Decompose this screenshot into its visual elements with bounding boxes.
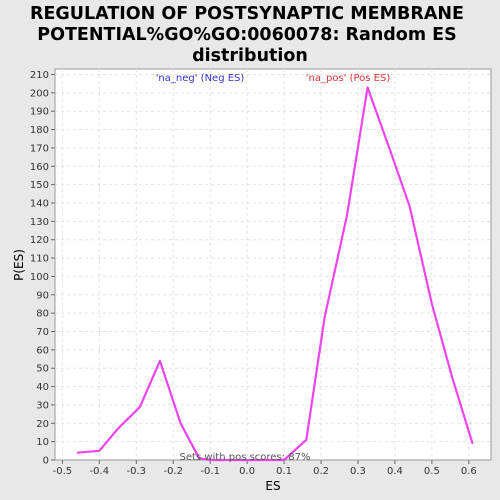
y-tick-label: 70 (36, 327, 49, 338)
y-tick-label: 130 (30, 217, 49, 228)
data-point (98, 450, 100, 452)
x-tick-label: 0.0 (239, 466, 255, 477)
y-tick-label: 140 (30, 199, 49, 210)
data-point (451, 376, 453, 378)
y-tick-label: 200 (30, 88, 49, 99)
chart-title-line-1: REGULATION OF POSTSYNAPTIC MEMBRANE (30, 4, 464, 24)
data-point (228, 459, 230, 461)
y-tick-label: 150 (30, 180, 49, 191)
x-tick-label: 0.6 (461, 466, 477, 477)
y-axis-label: P(ES) (12, 249, 26, 281)
data-point (283, 459, 285, 461)
legend-neg-es: 'na_neg' (Neg ES) (156, 73, 245, 84)
data-point (431, 303, 433, 305)
y-tick-label: 100 (30, 272, 49, 283)
y-tick-label: 170 (30, 143, 49, 154)
data-point (324, 316, 326, 318)
y-tick-label: 110 (30, 254, 49, 265)
y-tick-label: 10 (36, 437, 49, 448)
data-point (471, 442, 474, 445)
x-tick-label: -0.5 (53, 466, 73, 477)
x-tick-label: -0.3 (127, 466, 147, 477)
data-point (366, 86, 369, 88)
data-point (139, 406, 141, 408)
y-axis-ticks: 0 10 20 30 40 50 60 70 80 90 100 110 120 130 140 150 160… (30, 70, 55, 467)
x-tick-label: 0.3 (350, 466, 366, 477)
data-point (409, 206, 411, 208)
y-tick-label: 190 (30, 107, 49, 118)
grid-lines (55, 69, 491, 460)
chart-title-line-3: distribution (192, 46, 308, 66)
series-layer (76, 86, 474, 462)
data-point (346, 215, 348, 217)
y-tick-label: 210 (30, 70, 49, 81)
data-point (180, 422, 182, 424)
plot-area (54, 68, 492, 461)
pos-scores-annotation: Sets with pos scores: 87% (180, 452, 311, 463)
x-tick-label: -0.1 (200, 466, 220, 477)
data-point (305, 439, 307, 441)
data-point (390, 152, 392, 155)
y-tick-label: 80 (36, 309, 49, 320)
y-tick-label: 20 (36, 419, 49, 430)
x-tick-label: 0.2 (313, 466, 329, 477)
legend-pos-es: 'na_pos' (Pos ES) (306, 73, 391, 84)
y-tick-label: 40 (36, 382, 49, 393)
data-point (117, 428, 119, 430)
data-point (198, 457, 200, 459)
data-point (209, 459, 211, 461)
y-tick-label: 0 (43, 456, 49, 467)
x-tick-label: -0.4 (90, 466, 110, 477)
x-tick-label: -0.2 (163, 466, 183, 477)
data-point (159, 360, 161, 362)
x-axis-ticks: -0.5 -0.4 -0.3 -0.2 -0.1 0.0 0.1 0.2 0.3 0.4 0.5 0.… (53, 460, 477, 477)
y-tick-label: 160 (30, 162, 49, 173)
data-point (265, 459, 267, 461)
y-tick-label: 90 (36, 290, 49, 301)
x-tick-label: 0.1 (276, 466, 292, 477)
y-tick-label: 120 (30, 235, 49, 246)
y-tick-label: 180 (30, 125, 49, 136)
y-tick-label: 30 (36, 400, 49, 411)
chart-title-line-2: POTENTIAL%GO%GO:0060078: Random ES (37, 25, 456, 45)
x-tick-label: 0.4 (387, 466, 403, 477)
x-tick-label: 0.5 (424, 466, 440, 477)
y-tick-label: 60 (36, 345, 49, 356)
x-axis-label: ES (265, 479, 280, 493)
data-point (246, 459, 248, 461)
data-point (76, 452, 78, 454)
y-tick-label: 50 (36, 364, 49, 375)
